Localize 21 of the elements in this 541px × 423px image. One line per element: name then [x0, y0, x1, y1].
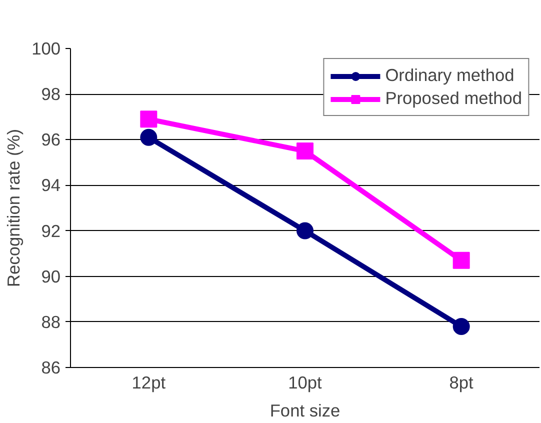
y-axis-title: Recognition rate (%) — [4, 129, 24, 287]
y-tick-label: 98 — [41, 84, 61, 104]
point — [452, 252, 470, 269]
point — [296, 222, 314, 240]
x-tick-label: 12pt — [132, 372, 166, 392]
y-tick-label: 94 — [41, 175, 61, 196]
point — [296, 142, 314, 160]
y-tick-label: 96 — [41, 130, 61, 150]
legend-label: Ordinary method — [385, 65, 514, 86]
x-tick-label: 10pt — [288, 372, 322, 392]
y-tick-label: 92 — [41, 220, 61, 241]
point — [140, 110, 158, 128]
x-tick-label: 8pt — [449, 372, 474, 392]
point — [140, 128, 158, 146]
y-tick-label: 88 — [41, 312, 61, 332]
y-tick-label: 86 — [41, 358, 61, 378]
legend-label: Proposed method — [385, 88, 522, 109]
x-axis-title: Font size — [270, 400, 340, 420]
y-tick-label: 100 — [32, 38, 61, 58]
y-tick-label: 90 — [41, 266, 61, 286]
point — [452, 318, 470, 335]
